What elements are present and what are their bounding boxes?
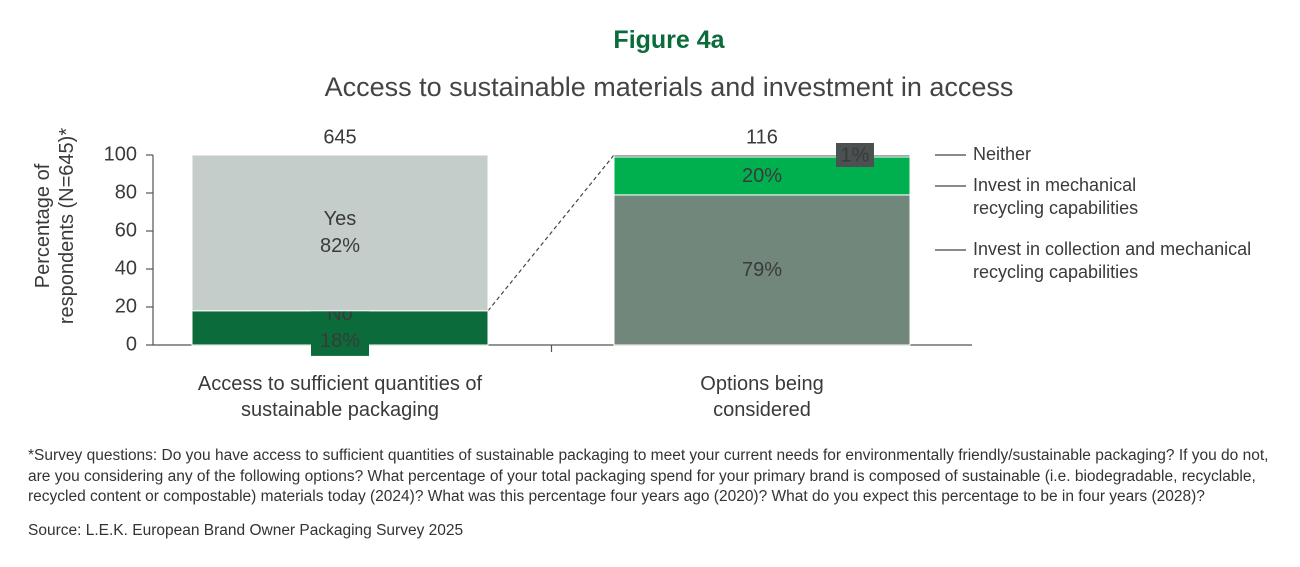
source: Source: L.E.K. European Brand Owner Pack… bbox=[28, 522, 464, 539]
segment-name: Yes bbox=[324, 208, 357, 230]
value-label: 1% bbox=[841, 144, 870, 166]
bar-segment bbox=[613, 194, 911, 346]
y-tick-label: 40 bbox=[115, 257, 137, 279]
bar-segment bbox=[613, 154, 911, 158]
y-tick-label: 60 bbox=[115, 219, 137, 241]
y-tick-label: 20 bbox=[115, 295, 137, 317]
bar-segment bbox=[191, 154, 489, 312]
y-tick-label: 100 bbox=[104, 143, 137, 165]
chart-subtitle: Access to sustainable materials and inve… bbox=[324, 72, 1014, 102]
x-category-label: Options being considered bbox=[700, 373, 824, 421]
y-axis-label: Percentage of respondents (N=645)* bbox=[32, 127, 78, 325]
legend-label: Invest in collection and mechanical recy… bbox=[973, 239, 1252, 282]
value-label: 20% bbox=[742, 165, 782, 187]
legend-label: Invest in mechanical recycling capabilit… bbox=[973, 175, 1139, 218]
y-tick-label: 0 bbox=[126, 333, 137, 355]
y-tick-label: 80 bbox=[115, 181, 137, 203]
bar-total: 116 bbox=[746, 126, 778, 148]
footnote: *Survey questions: Do you have access to… bbox=[28, 447, 1269, 505]
value-label: 18% bbox=[320, 330, 360, 352]
connector bbox=[487, 154, 615, 312]
chart-title: Figure 4a bbox=[613, 26, 725, 54]
legend-label: Neither bbox=[973, 144, 1032, 164]
label-box bbox=[836, 143, 874, 167]
value-label: 79% bbox=[742, 259, 782, 281]
value-label: 82% bbox=[320, 235, 360, 257]
x-category-label: Access to sufficient quantities of susta… bbox=[197, 373, 483, 421]
bar-total: 645 bbox=[323, 126, 356, 148]
